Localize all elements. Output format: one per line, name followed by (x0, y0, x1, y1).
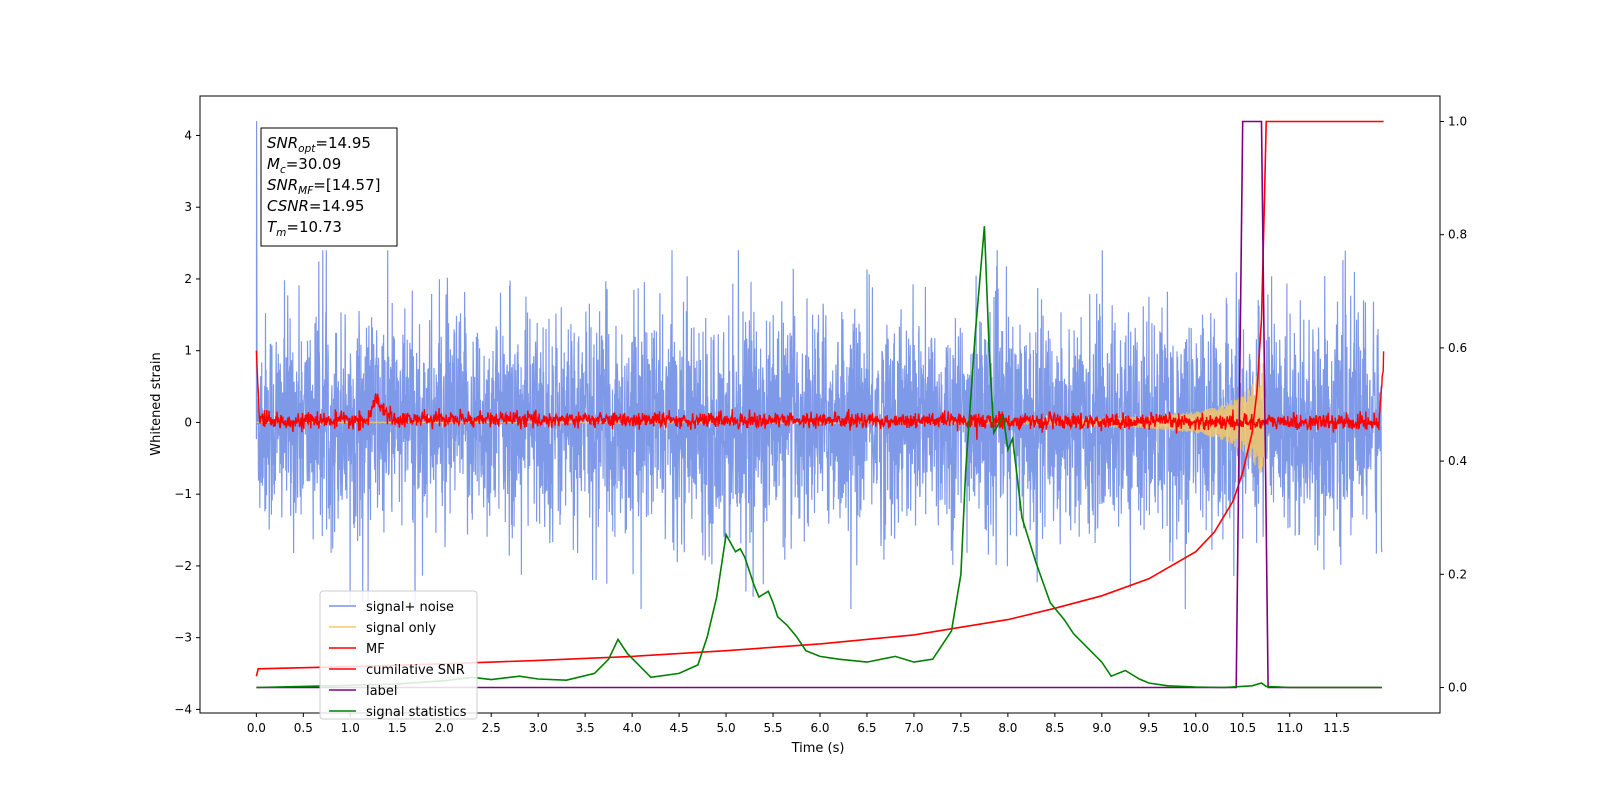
y-left-tick-label: 3 (184, 200, 192, 214)
x-tick-label: 5.0 (717, 721, 736, 735)
legend: signal+ noise signal only MF cumilative SNR… (319, 590, 478, 720)
x-tick-label: 7.5 (951, 721, 970, 735)
x-tick-label: 11.0 (1276, 721, 1303, 735)
x-tick-label: 5.5 (763, 721, 782, 735)
legend-frame (319, 590, 478, 720)
x-tick-label: 4.5 (670, 721, 689, 735)
series-mf (255, 350, 1385, 440)
x-tick-label: 0.0 (247, 721, 266, 735)
x-tick-label: 6.5 (857, 721, 876, 735)
x-tick-label: 2.5 (482, 721, 501, 735)
info-subscript: c (280, 164, 286, 176)
legend-label: signal+ noise (366, 600, 454, 615)
series-layer (255, 120, 1385, 689)
y-right-tick-label: 0.6 (1448, 341, 1467, 355)
x-tick-label: 2.0 (435, 721, 454, 735)
y-axis-right: 1.0 0.8 0.6 0.4 0.2 0.0 (1440, 114, 1467, 695)
y-right-tick-label: 0.4 (1448, 454, 1467, 468)
y-axis-left: 4 3 2 1 0 −1 −2 −3 −4 (174, 128, 200, 716)
x-tick-label: 8.5 (1045, 721, 1064, 735)
info-value: =[14.57] (313, 176, 380, 194)
legend-label: MF (366, 642, 385, 657)
info-subscript: MF (298, 185, 314, 197)
x-tick-label: 9.0 (1092, 721, 1111, 735)
x-tick-label: 4.0 (623, 721, 642, 735)
y-axis-label: Whitened strain (149, 352, 164, 455)
x-tick-label: 10.0 (1182, 721, 1209, 735)
legend-label: signal statistics (366, 705, 467, 720)
x-tick-label: 6.0 (810, 721, 829, 735)
y-right-tick-label: 0.2 (1448, 567, 1467, 581)
info-symbol: M (267, 155, 280, 173)
x-tick-label: 1.5 (388, 721, 407, 735)
info-line: CSNR=14.95 (267, 197, 364, 215)
info-line: Mc=30.09 (267, 155, 341, 176)
info-box-frame (260, 127, 398, 247)
y-left-tick-label: −3 (174, 631, 192, 645)
series-cumulative-snr (255, 120, 1384, 677)
y-right-tick-label: 0.0 (1448, 681, 1467, 695)
x-tick-label: 7.0 (904, 721, 923, 735)
y-left-tick-label: 2 (184, 272, 192, 286)
y-left-tick-label: 4 (184, 128, 192, 142)
info-symbol: SNR (267, 176, 298, 194)
info-symbol: SNR (267, 134, 298, 152)
info-symbol: T (267, 218, 278, 236)
y-left-tick-label: −4 (174, 702, 192, 716)
series-signal-statistics (256, 226, 1382, 689)
x-tick-label: 3.5 (576, 721, 595, 735)
info-line: SNRMF=[14.57] (267, 176, 381, 197)
y-right-tick-label: 0.8 (1448, 228, 1467, 242)
legend-label: signal only (366, 621, 436, 636)
x-tick-label: 3.0 (529, 721, 548, 735)
info-subscript: opt (298, 143, 316, 155)
info-value: =14.95 (309, 197, 365, 215)
info-subscript: m (276, 227, 286, 239)
info-value: =10.73 (286, 218, 342, 236)
info-value: =30.09 (286, 155, 342, 173)
x-tick-label: 10.5 (1229, 721, 1256, 735)
info-value: =14.95 (315, 134, 371, 152)
x-axis: 0.0 0.5 1.0 1.5 2.0 2.5 3.0 3.5 4.0 4.5 5.0 5.5 6.0 6… (247, 713, 1350, 735)
legend-label: cumilative SNR (366, 663, 465, 678)
info-line: Tm=10.73 (267, 218, 342, 239)
y-left-tick-label: −1 (174, 487, 192, 501)
y-right-tick-label: 1.0 (1448, 114, 1467, 128)
x-tick-label: 1.0 (341, 721, 360, 735)
series-signal-noise (255, 121, 1383, 610)
x-tick-label: 11.5 (1323, 721, 1350, 735)
info-box: SNRopt=14.95Mc=30.09SNRMF=[14.57]CSNR=14… (260, 127, 398, 247)
legend-label: label (366, 684, 397, 699)
x-tick-label: 0.5 (294, 721, 313, 735)
x-tick-label: 9.5 (1139, 721, 1158, 735)
info-line: SNRopt=14.95 (267, 134, 371, 155)
y-left-tick-label: 1 (184, 344, 192, 358)
info-symbol: CSNR (267, 197, 309, 215)
y-left-tick-label: 0 (184, 415, 192, 429)
x-axis-label: Time (s) (791, 741, 845, 756)
x-tick-label: 8.0 (998, 721, 1017, 735)
y-left-tick-label: −2 (174, 559, 192, 573)
